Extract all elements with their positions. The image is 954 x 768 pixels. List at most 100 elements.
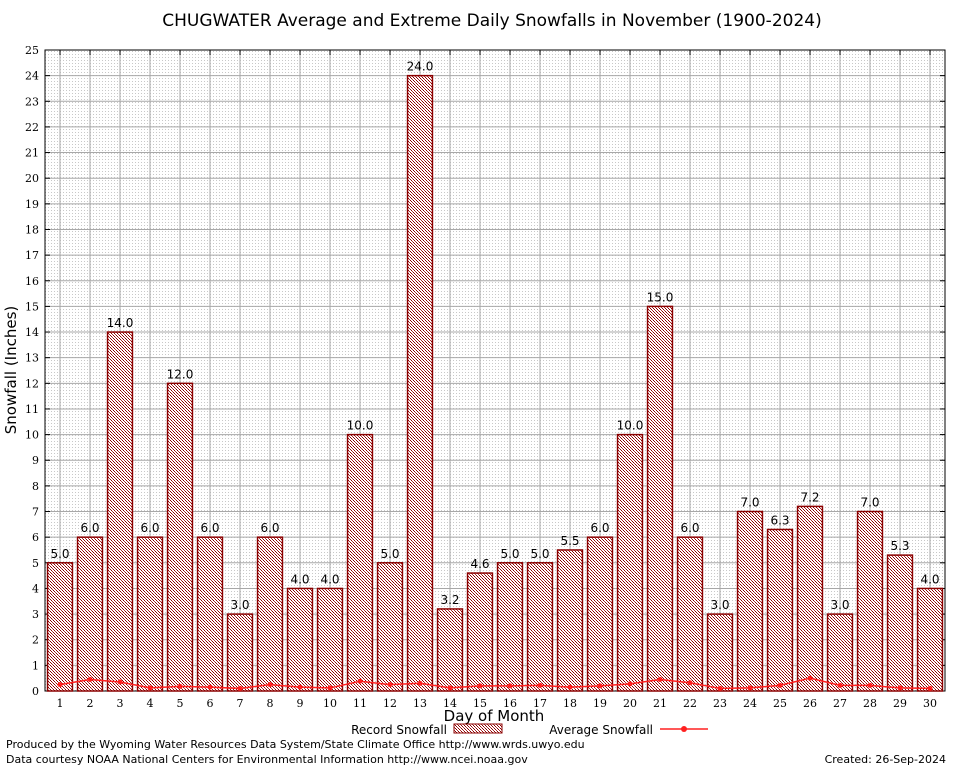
y-tick-label: 5	[32, 557, 39, 570]
x-tick-label: 14	[443, 697, 457, 710]
y-axis-label: Snowfall (Inches)	[2, 306, 20, 434]
legend-average-label: Average Snowfall	[549, 723, 653, 737]
bar-value-label: 5.0	[530, 547, 549, 561]
x-tick-label: 15	[473, 697, 487, 710]
y-tick-label: 22	[25, 121, 39, 134]
y-tick-label: 16	[25, 275, 39, 288]
legend: Record Snowfall Average Snowfall	[351, 723, 708, 737]
y-tick-label: 23	[25, 95, 39, 108]
plot-frame	[44, 49, 946, 692]
x-tick-label: 23	[713, 697, 727, 710]
bar-value-label: 3.2	[440, 593, 459, 607]
record-bar	[466, 572, 494, 692]
record-bar	[346, 433, 374, 692]
record-bar	[376, 562, 404, 692]
average-point	[147, 685, 153, 691]
x-tick-label: 18	[563, 697, 577, 710]
record-bar	[766, 528, 794, 692]
record-bar	[166, 382, 194, 692]
bar-value-labels: 5.0 6.0 14.0 6.0 12.0 6.0 3.0 6.0 4.0 4.0 10.0 5.0 2…	[50, 60, 939, 612]
x-axis-ticks: 1 2 3 4 5 6 7 8 9 10 11 12 13 14 15 16 17 18 19 20 21 22 23 24 2…	[57, 50, 937, 710]
y-tick-label: 12	[25, 377, 39, 390]
bar-value-label: 5.0	[500, 547, 519, 561]
x-tick-label: 1	[57, 697, 64, 710]
average-point	[327, 685, 333, 691]
y-tick-label: 13	[25, 352, 39, 365]
record-bar	[106, 331, 134, 692]
record-bar	[706, 613, 734, 692]
record-bar	[526, 562, 554, 692]
average-point	[207, 684, 213, 690]
y-tick-label: 3	[32, 608, 39, 621]
y-tick-label: 6	[32, 531, 39, 544]
y-tick-label: 15	[25, 300, 39, 313]
average-point	[237, 685, 243, 691]
record-bar	[406, 74, 434, 692]
average-point	[597, 683, 603, 689]
record-bar	[226, 613, 254, 692]
record-bar	[436, 608, 464, 692]
x-tick-label: 24	[743, 697, 757, 710]
bar-value-label: 4.0	[320, 572, 339, 586]
record-snowfall-bars	[46, 74, 944, 692]
y-tick-label: 11	[25, 403, 39, 416]
record-bar	[856, 510, 884, 692]
x-tick-label: 9	[297, 697, 304, 710]
record-bar	[286, 587, 314, 692]
x-tick-label: 17	[533, 697, 547, 710]
bar-value-label: 10.0	[347, 419, 374, 433]
x-tick-label: 19	[593, 697, 607, 710]
bar-value-label: 6.0	[140, 521, 159, 535]
legend-record-swatch	[453, 723, 503, 734]
x-tick-label: 3	[117, 697, 124, 710]
record-bar	[916, 587, 944, 692]
y-tick-label: 4	[32, 582, 39, 595]
record-bar	[826, 613, 854, 692]
bar-value-label: 7.2	[800, 490, 819, 504]
bar-value-label: 4.0	[920, 572, 939, 586]
average-point	[807, 675, 813, 681]
average-point	[57, 682, 63, 688]
x-tick-label: 26	[803, 697, 817, 710]
record-bar	[736, 510, 764, 692]
footer-created-date: Created: 26-Sep-2024	[825, 753, 946, 766]
y-tick-label: 19	[25, 198, 39, 211]
average-point	[567, 684, 573, 690]
x-tick-label: 22	[683, 697, 697, 710]
legend-average-marker	[681, 726, 687, 732]
record-bar	[76, 536, 104, 692]
average-snowfall-line	[57, 675, 933, 691]
average-point	[387, 682, 393, 688]
average-point	[357, 678, 363, 684]
y-tick-label: 24	[25, 70, 39, 83]
bar-value-label: 7.0	[740, 496, 759, 510]
y-tick-label: 9	[32, 454, 39, 467]
legend-record-label: Record Snowfall	[351, 723, 447, 737]
y-tick-label: 2	[32, 634, 39, 647]
footer-credit-ncei: Data courtesy NOAA National Centers for …	[6, 753, 528, 766]
y-tick-label: 20	[25, 172, 39, 185]
x-tick-label: 11	[353, 697, 367, 710]
x-tick-label: 10	[323, 697, 337, 710]
average-point	[117, 679, 123, 685]
average-point	[447, 685, 453, 691]
bar-value-label: 6.0	[260, 521, 279, 535]
average-point	[297, 684, 303, 690]
x-tick-label: 16	[503, 697, 517, 710]
average-point	[507, 683, 513, 689]
y-tick-label: 10	[25, 429, 39, 442]
bar-value-label: 6.0	[590, 521, 609, 535]
footer-credit-wrds: Produced by the Wyoming Water Resources …	[6, 738, 585, 751]
record-bar	[886, 554, 914, 692]
record-bar	[676, 536, 704, 692]
x-tick-label: 27	[833, 697, 847, 710]
record-bar	[256, 536, 284, 692]
y-tick-label: 14	[25, 326, 39, 339]
average-line	[59, 677, 931, 690]
x-tick-label: 20	[623, 697, 637, 710]
bar-value-label: 5.5	[560, 534, 579, 548]
x-tick-label: 30	[923, 697, 937, 710]
x-tick-label: 13	[413, 697, 427, 710]
x-tick-label: 8	[267, 697, 274, 710]
y-tick-label: 7	[32, 506, 39, 519]
